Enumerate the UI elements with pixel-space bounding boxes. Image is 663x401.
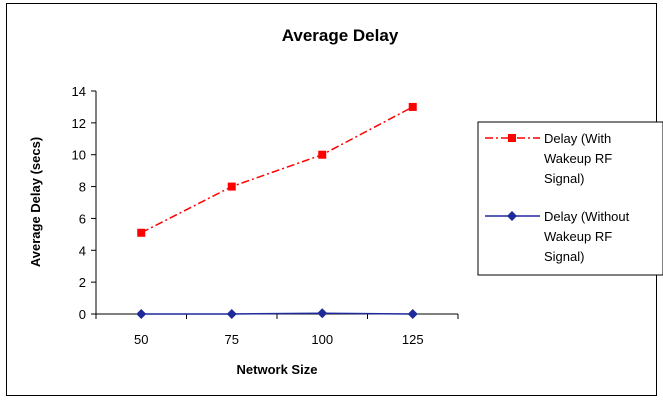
y-axis-title: Average Delay (secs): [28, 137, 43, 267]
y-tick-label: 4: [79, 243, 86, 258]
data-point: [408, 102, 417, 111]
x-tick-label: 125: [402, 332, 424, 347]
chart-title: Average Delay: [282, 26, 399, 45]
data-point: [227, 182, 236, 191]
series-2: [136, 308, 418, 319]
legend-label: Wakeup RF: [544, 151, 612, 166]
data-point: [317, 308, 328, 319]
y-tick-label: 14: [72, 84, 86, 99]
x-tick-label: 75: [225, 332, 239, 347]
data-point: [226, 309, 237, 319]
legend-label: Wakeup RF: [544, 229, 612, 244]
x-tick-label: 50: [134, 332, 148, 347]
legend-marker: [508, 134, 516, 142]
data-point: [318, 150, 327, 159]
legend-marker: [507, 211, 517, 221]
legend-label: Signal): [544, 171, 584, 186]
data-point: [137, 228, 146, 237]
legend-label: Delay (With: [544, 131, 611, 146]
y-tick-label: 12: [72, 116, 86, 131]
legend-label: Delay (Without: [544, 209, 630, 224]
series-layer: [136, 102, 418, 319]
x-axis-ticks: 50 75 100 125: [95, 314, 459, 347]
y-tick-label: 2: [79, 275, 86, 290]
y-tick-label: 6: [79, 211, 86, 226]
y-tick-label: 10: [72, 148, 86, 163]
series-1: [137, 102, 417, 237]
x-axis-title: Network Size: [237, 362, 318, 377]
legend-label: Signal): [544, 249, 584, 264]
series-line: [141, 312, 413, 315]
series-line: [140, 106, 414, 234]
y-tick-label: 8: [79, 180, 86, 195]
legend-entry-2: Delay (Without Wakeup RF Signal): [485, 209, 630, 264]
y-tick-label: 0: [79, 307, 86, 322]
legend-box: [477, 121, 663, 276]
data-point: [136, 309, 147, 319]
x-tick-label: 100: [311, 332, 333, 347]
legend-entry-1: Delay (With Wakeup RF Signal): [485, 131, 612, 186]
data-point: [407, 309, 418, 319]
y-axis-ticks: 0 2 4 6 8 10 12 14: [72, 84, 96, 322]
